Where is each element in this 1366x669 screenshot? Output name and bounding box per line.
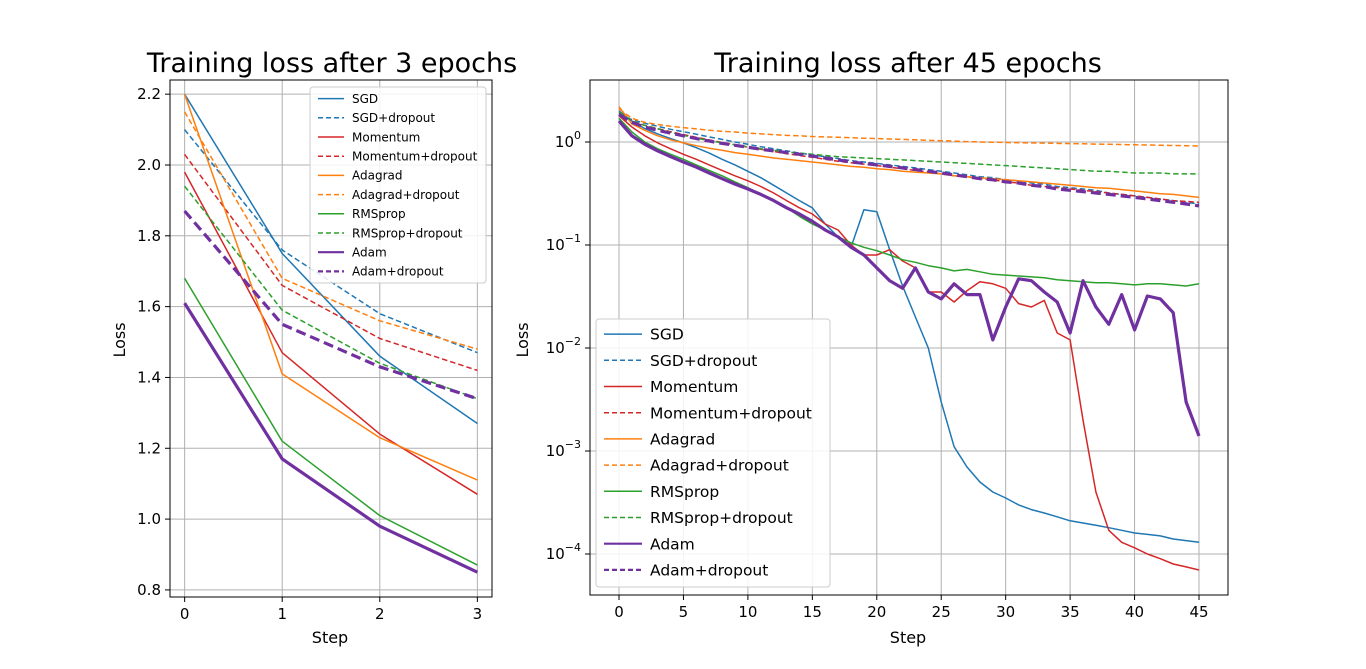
y-axis-label: Loss	[110, 322, 129, 357]
legend-label: SGD	[650, 326, 684, 344]
x-tick-label: 2	[375, 605, 385, 623]
x-tick-label: 0	[180, 605, 190, 623]
legend-label: Momentum	[352, 130, 420, 144]
legend-label: Adagrad	[352, 169, 403, 183]
series-line-sgd	[618, 110, 1200, 544]
y-tick-label: 1.6	[137, 298, 161, 316]
series-line-momentum	[618, 115, 1200, 571]
y-tick-label: 1.0	[137, 510, 161, 528]
x-tick-label: 35	[1061, 603, 1080, 621]
y-tick-label-exponent: −4	[565, 541, 581, 554]
series-line-rmsprop-dropout	[184, 185, 478, 400]
legend-frame	[595, 318, 831, 588]
legend-label: Momentum+dropout	[352, 150, 478, 164]
y-tick-label: 1.2	[137, 439, 161, 457]
y-tick-label: 2.2	[137, 85, 161, 103]
legend-label: Adagrad+dropout	[352, 188, 460, 202]
x-tick-label: 3	[473, 605, 483, 623]
plot-frame	[169, 79, 493, 598]
y-tick-label: 10−4	[546, 541, 581, 563]
y-tick-label-base: 10	[546, 545, 565, 563]
x-tick-label: 15	[803, 603, 822, 621]
legend-label: Adam	[352, 246, 387, 260]
y-tick-label: 10−2	[546, 335, 581, 357]
x-axis-label: Step	[312, 628, 348, 647]
legend-frame	[309, 86, 487, 284]
series-line-adagrad-dropout	[618, 108, 1200, 147]
series-line-adagrad	[618, 106, 1200, 199]
axis-ticks: 0 1 2 3 0.8 1.0 1.2 1.4 1.6 1.8 2.0 2.2	[137, 85, 482, 623]
y-tick-label-exponent: −2	[565, 335, 581, 348]
legend-label: Adagrad+dropout	[650, 457, 789, 475]
series-line-adagrad-dropout	[183, 111, 478, 350]
y-tick-label-base: 10	[546, 339, 565, 357]
x-tick-label: 45	[1189, 603, 1208, 621]
legend-label: Momentum	[650, 378, 738, 396]
y-tick-label: 10−1	[546, 232, 581, 254]
x-tick-label: 40	[1125, 603, 1144, 621]
y-tick-label: 1.4	[137, 368, 161, 386]
legend-label: Momentum+dropout	[650, 404, 812, 422]
chart-title: Training loss after 3 epochs	[146, 48, 517, 79]
y-tick-label: 0.8	[137, 581, 161, 599]
series-line-sgd	[183, 93, 478, 425]
x-axis-label: Step	[890, 628, 926, 647]
chart-title: Training loss after 45 epochs	[713, 48, 1102, 79]
y-tick-label-base: 10	[555, 133, 574, 151]
legend-label: Adam+dropout	[650, 561, 768, 579]
x-tick-label: 1	[277, 605, 287, 623]
x-tick-label: 5	[679, 603, 689, 621]
x-tick-label: 20	[867, 603, 886, 621]
legend-label: Adam+dropout	[352, 265, 444, 279]
x-tick-label: 10	[738, 603, 757, 621]
legend: SGD SGD+dropout Momentum Momentum+dropout Ad…	[595, 318, 831, 588]
y-tick-label-exponent: −1	[565, 232, 581, 245]
y-tick-label: 1.8	[137, 227, 161, 245]
series-line-adam-dropout	[183, 209, 478, 401]
chart-3-epochs: Training loss after 3 epochs Step Loss 0…	[110, 48, 517, 647]
series-line-adagrad	[183, 93, 478, 481]
chart-45-epochs: Training loss after 45 epochs Step Loss …	[513, 48, 1229, 647]
y-tick-label-exponent: −3	[565, 438, 581, 451]
y-tick-label-base: 10	[546, 442, 565, 460]
x-tick-label: 30	[996, 603, 1015, 621]
series-line-adam	[183, 302, 479, 574]
y-tick-label: 100	[555, 129, 581, 151]
legend-label: RMSprop+dropout	[650, 509, 793, 527]
y-axis-label: Loss	[513, 322, 532, 357]
y-tick-label-exponent: 0	[574, 129, 581, 142]
x-tick-label: 0	[614, 603, 624, 621]
legend-label: SGD	[352, 92, 378, 106]
series-line-rmsprop-dropout	[618, 111, 1199, 175]
series-line-rmsprop	[183, 277, 478, 566]
series-line-adam	[617, 119, 1201, 437]
legend-label: SGD+dropout	[650, 352, 757, 370]
series-line-rmsprop	[618, 117, 1200, 287]
y-tick-label: 2.0	[137, 156, 161, 174]
legend-label: RMSprop	[352, 207, 406, 221]
series-line-momentum-dropout	[183, 153, 478, 372]
y-tick-label-base: 10	[546, 236, 565, 254]
plot-frame	[589, 79, 1229, 596]
plot-lines	[617, 106, 1201, 571]
legend-label: RMSprop+dropout	[352, 226, 463, 240]
x-tick-label: 25	[932, 603, 951, 621]
series-line-momentum	[183, 171, 478, 495]
legend: SGD SGD+dropout Momentum Momentum+dropout Ad…	[309, 86, 487, 284]
legend-label: SGD+dropout	[352, 111, 435, 125]
y-tick-label: 10−3	[546, 438, 581, 460]
legend-label: RMSprop	[650, 483, 719, 501]
legend-label: Adam	[650, 535, 695, 553]
legend-label: Adagrad	[650, 430, 715, 448]
